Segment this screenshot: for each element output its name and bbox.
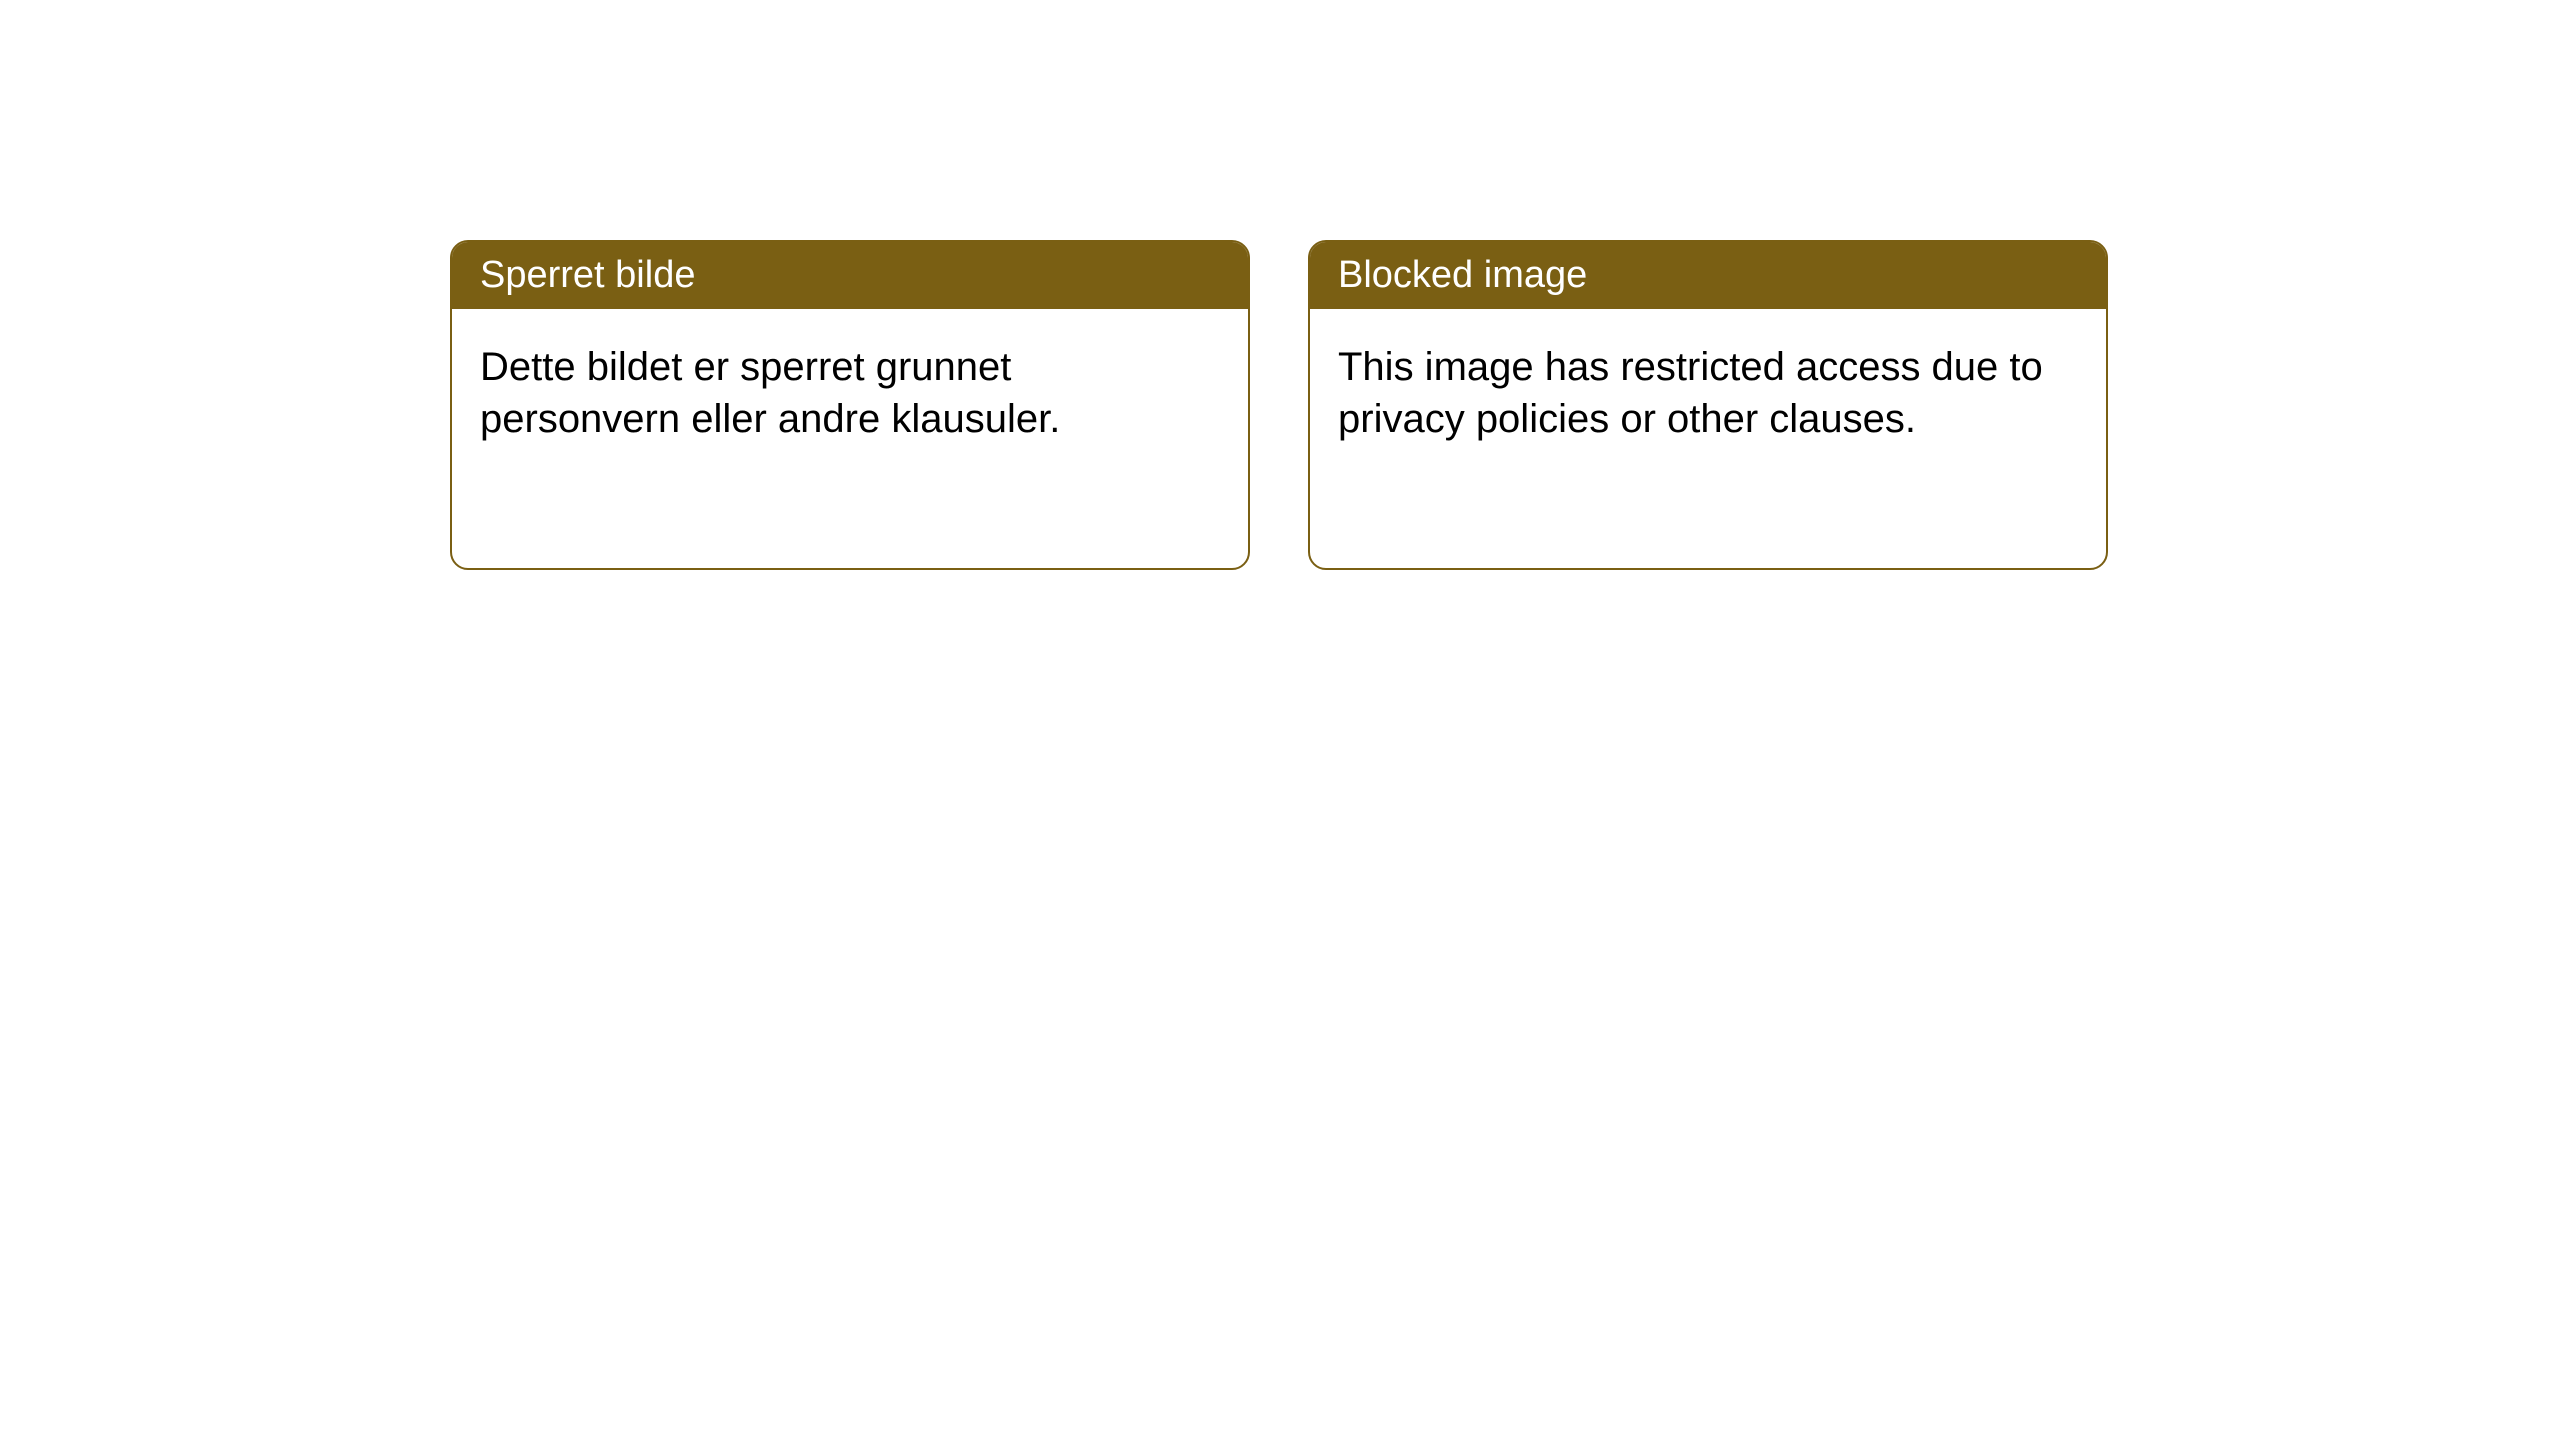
- notice-body-text: Dette bildet er sperret grunnet personve…: [480, 345, 1060, 441]
- notice-body-text: This image has restricted access due to …: [1338, 345, 2043, 441]
- notice-title: Sperret bilde: [480, 254, 695, 296]
- notice-title: Blocked image: [1338, 254, 1587, 296]
- notice-box-norwegian: Sperret bilde Dette bildet er sperret gr…: [450, 240, 1250, 570]
- notice-box-english: Blocked image This image has restricted …: [1308, 240, 2108, 570]
- notice-body: Dette bildet er sperret grunnet personve…: [452, 309, 1248, 477]
- notice-header: Blocked image: [1310, 242, 2106, 309]
- notice-body: This image has restricted access due to …: [1310, 309, 2106, 477]
- notice-header: Sperret bilde: [452, 242, 1248, 309]
- notice-container: Sperret bilde Dette bildet er sperret gr…: [450, 240, 2108, 570]
